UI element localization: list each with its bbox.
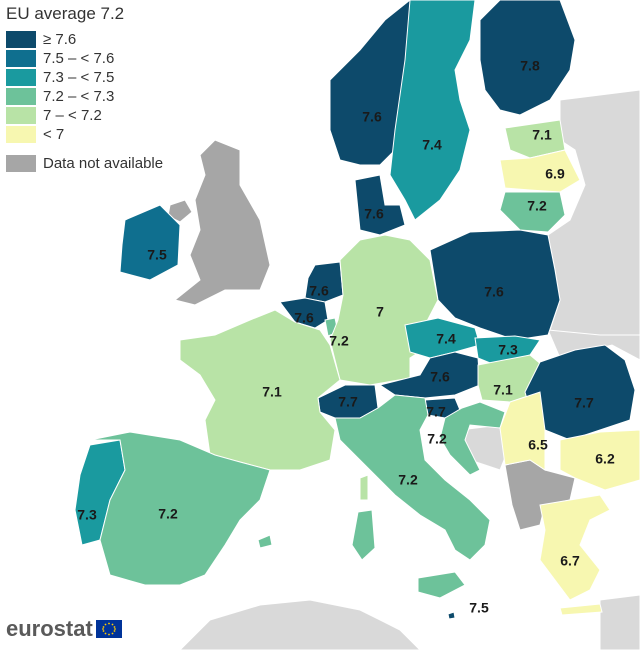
country-labels: 7.6 7.4 7.8 7.1 6.9 7.2 7.6 7.5 7.6 7.6 … <box>77 58 615 616</box>
czechia-shape <box>404 317 481 359</box>
legend-item-7-0: 7 – < 7.2 <box>6 106 163 125</box>
bulgaria-shape <box>559 429 640 491</box>
label-romania: 7.7 <box>574 395 594 411</box>
label-germany: 7 <box>376 304 384 320</box>
label-czechia: 7.4 <box>436 331 456 347</box>
legend-swatch <box>6 88 36 105</box>
malta-shape <box>447 611 456 620</box>
label-switzerland: 7.7 <box>338 394 358 410</box>
label-hungary: 7.1 <box>493 382 513 398</box>
label-portugal: 7.3 <box>77 507 97 523</box>
label-belgium: 7.6 <box>294 310 314 326</box>
label-ireland: 7.5 <box>147 247 167 263</box>
label-luxembourg: 7.2 <box>329 333 349 349</box>
crete-shape <box>559 603 603 616</box>
legend-label: Data not available <box>43 155 164 172</box>
croatia-shape <box>439 401 506 476</box>
legend-swatch <box>6 155 36 172</box>
legend-swatch <box>6 69 36 86</box>
label-italy: 7.2 <box>398 472 418 488</box>
spain-shape <box>89 431 271 586</box>
denmark-shape <box>354 174 406 236</box>
label-poland: 7.6 <box>484 284 504 300</box>
lithuania-shape <box>499 191 566 233</box>
latvia-shape <box>499 149 581 193</box>
label-denmark: 7.6 <box>364 206 384 222</box>
legend-swatch <box>6 126 36 143</box>
eu-flag-icon <box>95 620 122 638</box>
italy-shape <box>334 394 491 561</box>
label-finland: 7.8 <box>520 58 540 74</box>
label-bulgaria: 6.2 <box>595 451 615 467</box>
label-estonia: 7.1 <box>532 127 552 143</box>
serbia-bulgaria-north-shape <box>499 391 546 471</box>
eurostat-logo: eurostat <box>6 616 122 642</box>
eurostat-wordmark: eurostat <box>6 616 93 641</box>
legend-label: < 7 <box>43 126 65 143</box>
legend-swatch <box>6 50 36 67</box>
north-africa-region <box>179 599 421 650</box>
label-malta: 7.5 <box>469 600 489 616</box>
legend-swatch <box>6 107 36 124</box>
united-kingdom <box>173 139 271 306</box>
legend-swatch <box>6 31 36 48</box>
label-norway: 7.6 <box>362 109 382 125</box>
legend-label: 7.5 – < 7.6 <box>43 50 115 67</box>
sweden-shape <box>389 0 476 221</box>
poland-shape <box>429 229 561 341</box>
label-greece: 6.7 <box>560 553 580 569</box>
label-netherlands: 7.6 <box>309 283 329 299</box>
legend-title: EU average 7.2 <box>6 4 125 23</box>
map-legend: EU average 7.2 ≥ 7.6 7.5 – < 7.6 7.3 – <… <box>6 4 163 173</box>
legend-item-7-3: 7.3 – < 7.5 <box>6 68 163 87</box>
label-sweden: 7.4 <box>422 137 442 153</box>
label-slovakia: 7.3 <box>498 342 518 358</box>
label-lithuania: 7.2 <box>527 198 547 214</box>
label-austria: 7.6 <box>430 369 450 385</box>
legend-item-ge-7-6: ≥ 7.6 <box>6 30 163 49</box>
legend-label: ≥ 7.6 <box>43 31 77 48</box>
balearic-shape <box>257 534 273 549</box>
legend-item-not-available: Data not available <box>6 154 163 173</box>
label-croatia: 7.2 <box>427 431 447 447</box>
france-shape <box>179 309 341 471</box>
corsica-shape <box>359 474 369 501</box>
label-serbia: 6.5 <box>528 437 548 453</box>
greece-shape <box>539 494 611 601</box>
label-latvia: 6.9 <box>545 166 565 182</box>
label-slovenia: 7.7 <box>426 404 446 420</box>
sardinia-shape <box>351 509 376 561</box>
legend-label: 7.2 – < 7.3 <box>43 88 115 105</box>
legend-item-7-2: 7.2 – < 7.3 <box>6 87 163 106</box>
label-spain: 7.2 <box>158 506 178 522</box>
label-france: 7.1 <box>262 384 282 400</box>
sicily-shape <box>417 571 466 599</box>
legend-label: 7.3 – < 7.5 <box>43 69 115 86</box>
legend-label: 7 – < 7.2 <box>43 107 102 124</box>
legend-item-lt-7: < 7 <box>6 125 163 144</box>
countries <box>74 0 640 620</box>
turkey-region <box>599 594 640 650</box>
legend-item-7-5: 7.5 – < 7.6 <box>6 49 163 68</box>
ireland-shape <box>119 204 181 281</box>
finland-shape <box>479 0 576 116</box>
